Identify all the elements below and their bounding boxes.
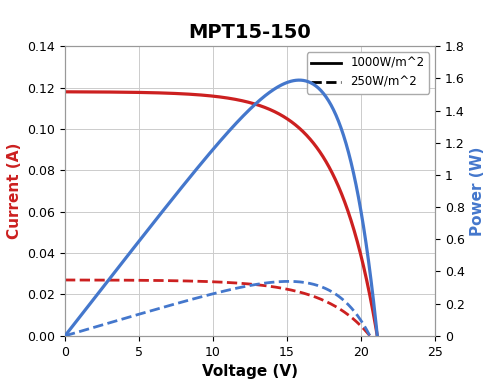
Y-axis label: Power (W): Power (W) xyxy=(470,146,486,236)
Y-axis label: Current (A): Current (A) xyxy=(6,143,22,239)
Legend: 1000W/m^2, 250W/m^2: 1000W/m^2, 250W/m^2 xyxy=(306,52,429,93)
X-axis label: Voltage (V): Voltage (V) xyxy=(202,364,298,379)
Title: MPT15-150: MPT15-150 xyxy=(188,23,312,42)
